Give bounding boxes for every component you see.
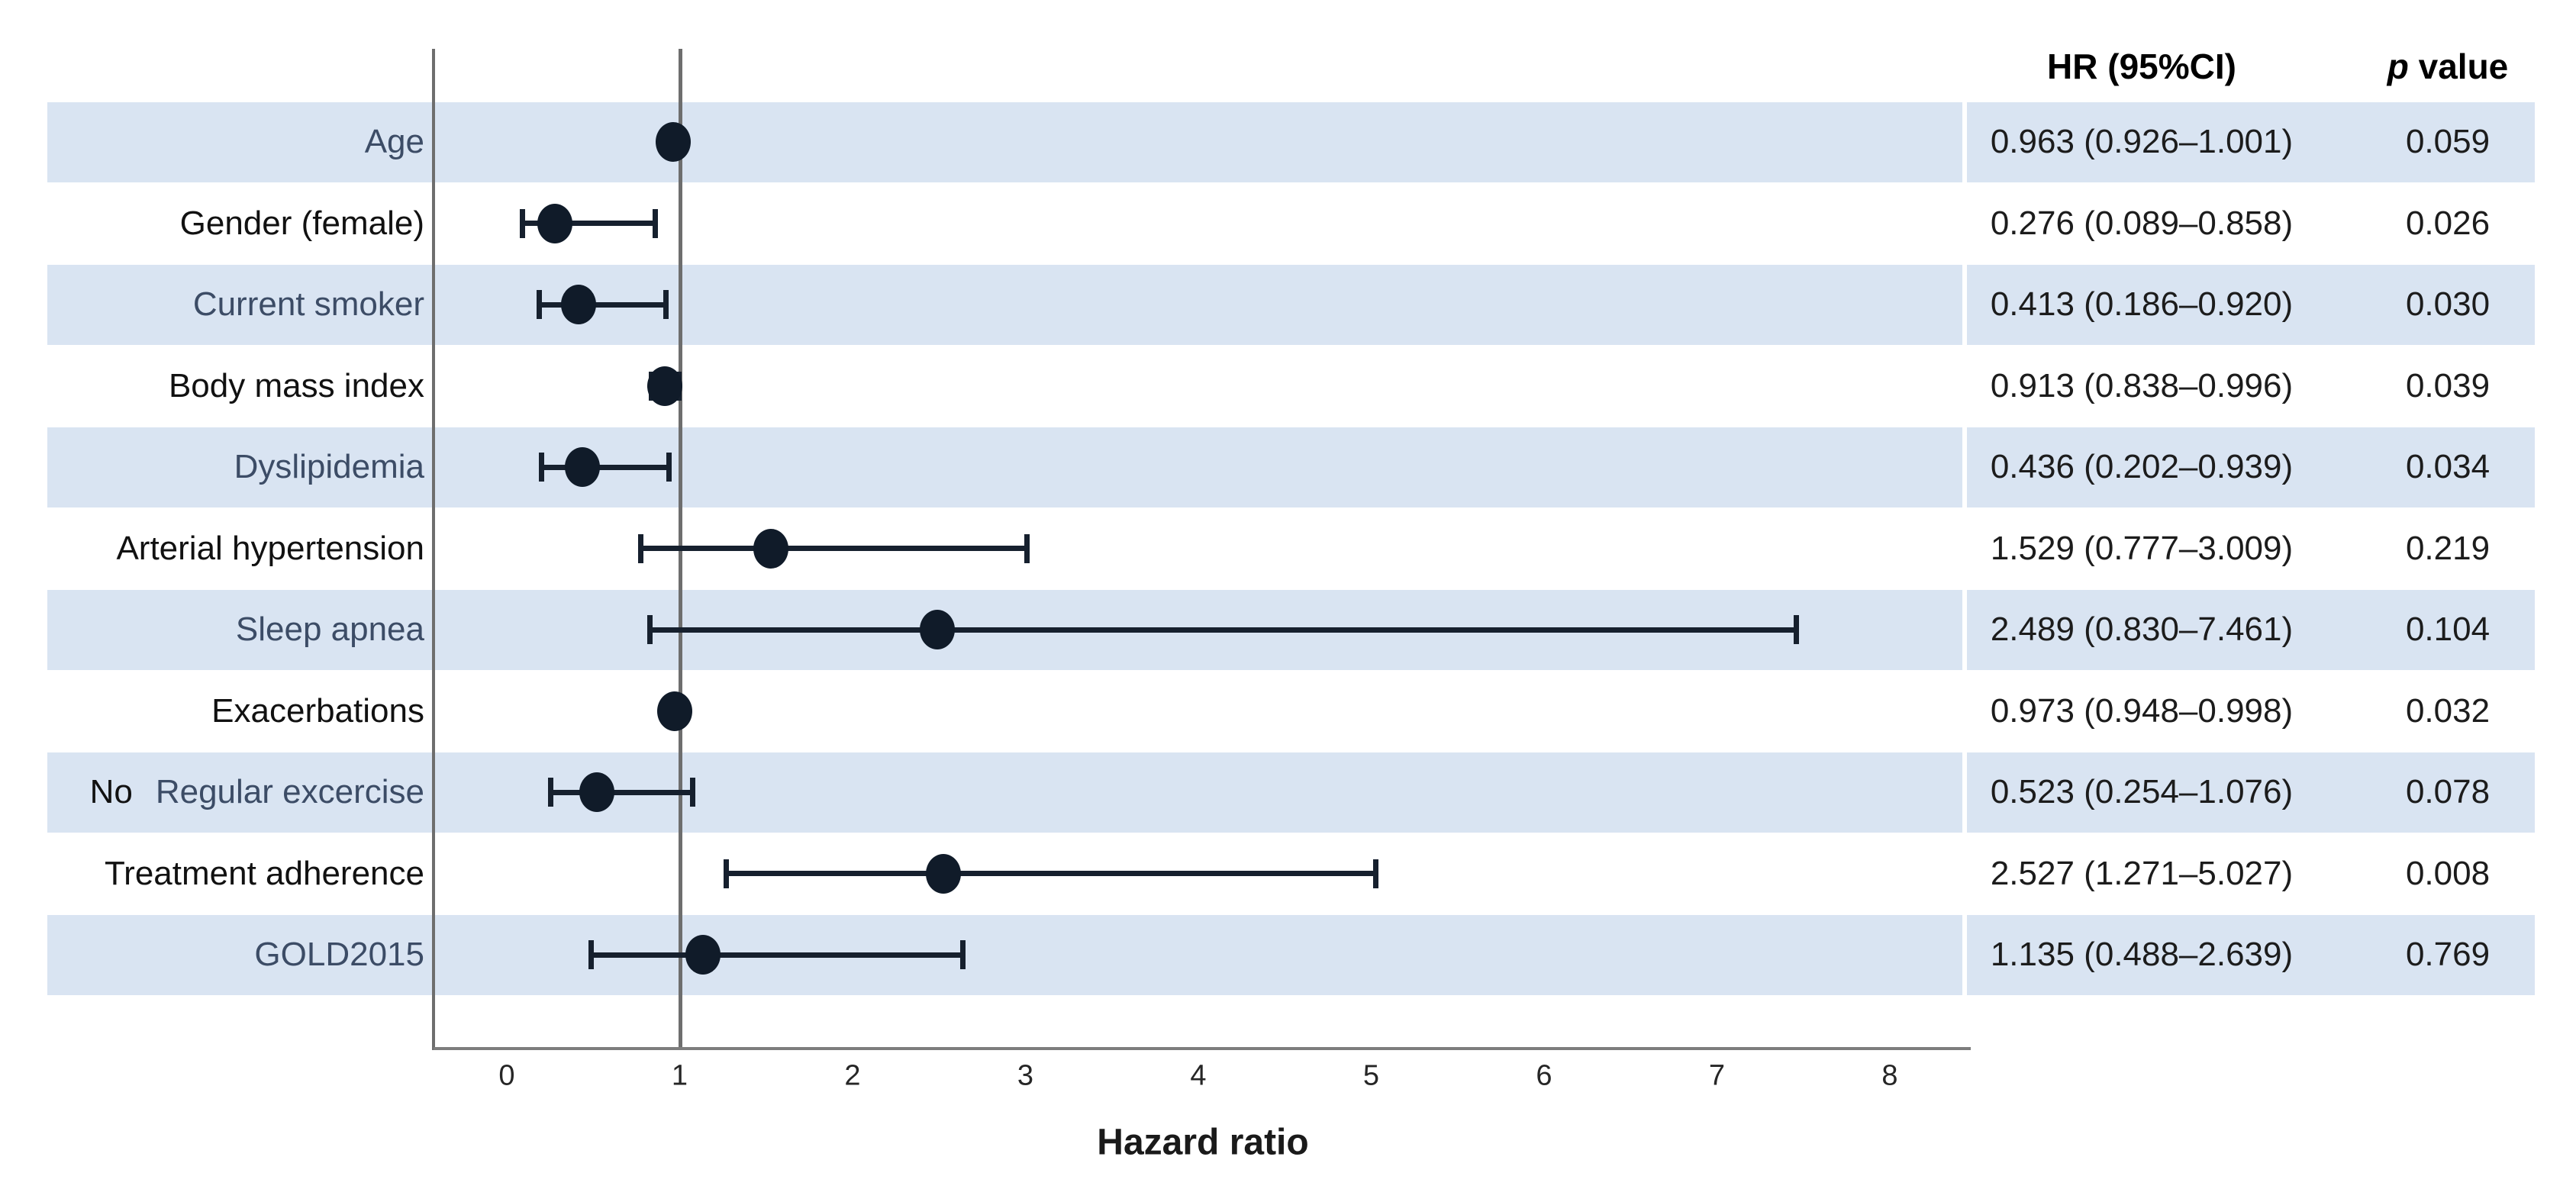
p-value: 0.008 bbox=[2405, 854, 2491, 892]
row-band bbox=[47, 102, 1962, 182]
hr-point-marker bbox=[657, 691, 693, 731]
ci-cap-low bbox=[548, 778, 554, 807]
row-band bbox=[47, 752, 1962, 833]
ci-cap-high bbox=[666, 453, 672, 482]
hr-point-marker bbox=[919, 610, 955, 649]
row-label: No Regular excercise bbox=[89, 773, 424, 810]
row-label: Exacerbations bbox=[211, 691, 424, 730]
x-tick-label: 4 bbox=[1190, 1059, 1207, 1092]
ci-whisker-line bbox=[522, 221, 656, 226]
row-band bbox=[1967, 102, 2535, 182]
row-band bbox=[1967, 427, 2535, 508]
hr-ci-value: 1.135 (0.488–2.639) bbox=[1990, 936, 2294, 973]
ci-cap-high bbox=[1373, 859, 1379, 888]
hr-ci-value: 2.489 (0.830–7.461) bbox=[1990, 611, 2294, 648]
x-tick-label: 5 bbox=[1362, 1059, 1380, 1092]
row-band bbox=[47, 264, 1962, 345]
x-tick-label: 3 bbox=[1017, 1059, 1034, 1092]
p-value: 0.030 bbox=[2405, 285, 2491, 323]
hr-point-marker bbox=[560, 285, 596, 324]
x-axis-line bbox=[434, 1047, 1971, 1050]
p-value: 0.219 bbox=[2405, 529, 2491, 567]
x-tick-label: 7 bbox=[1708, 1059, 1726, 1092]
p-value: 0.078 bbox=[2405, 773, 2491, 810]
ci-cap-low bbox=[724, 859, 730, 888]
ci-whisker-line bbox=[640, 546, 1027, 551]
row-label: Body mass index bbox=[168, 366, 424, 404]
hr-ci-value: 1.529 (0.777–3.009) bbox=[1990, 529, 2294, 567]
row-label: Arterial hypertension bbox=[116, 529, 424, 567]
ci-whisker-line bbox=[726, 871, 1376, 876]
row-band bbox=[1967, 914, 2535, 995]
hr-ci-value: 0.276 (0.089–0.858) bbox=[1990, 204, 2294, 242]
row-label: Dyslipidemia bbox=[234, 448, 424, 485]
x-tick-label: 1 bbox=[671, 1059, 688, 1092]
ci-cap-high bbox=[960, 940, 966, 969]
x-tick-label: 0 bbox=[498, 1059, 515, 1092]
row-label: Treatment adherence bbox=[104, 854, 424, 892]
hr-ci-value: 0.913 (0.838–0.996) bbox=[1990, 366, 2294, 404]
hr-point-marker bbox=[926, 853, 962, 894]
hr-point-marker bbox=[564, 447, 600, 487]
ci-cap-high bbox=[663, 290, 669, 319]
ci-cap-high bbox=[1794, 615, 1800, 644]
ci-whisker-line bbox=[541, 464, 669, 470]
hr-point-marker bbox=[579, 772, 615, 812]
y-axis-line bbox=[432, 49, 435, 1050]
hr-point-marker bbox=[685, 935, 721, 975]
ci-cap-low bbox=[638, 533, 644, 563]
ci-cap-low bbox=[519, 208, 525, 238]
row-label: GOLD2015 bbox=[254, 936, 424, 973]
ci-whisker-line bbox=[591, 952, 963, 958]
row-label: Sleep apnea bbox=[235, 611, 424, 648]
row-label: Gender (female) bbox=[179, 204, 424, 242]
p-value: 0.034 bbox=[2405, 448, 2491, 485]
hr-point-marker bbox=[537, 203, 572, 243]
hr-ci-value: 0.523 (0.254–1.076) bbox=[1990, 773, 2294, 810]
row-band bbox=[1967, 752, 2535, 833]
row-label-prefix: No bbox=[89, 773, 133, 810]
p-value: 0.059 bbox=[2405, 123, 2491, 160]
x-axis-title: Hazard ratio bbox=[1097, 1122, 1309, 1163]
p-header-rest: value bbox=[2408, 47, 2509, 86]
hr-ci-value: 0.963 (0.926–1.001) bbox=[1990, 123, 2294, 160]
p-column-header: p value bbox=[2387, 46, 2509, 87]
ci-whisker-line bbox=[539, 301, 666, 308]
hr-ci-value: 0.413 (0.186–0.920) bbox=[1990, 285, 2294, 323]
hr-point-marker bbox=[753, 528, 789, 569]
p-value: 0.026 bbox=[2405, 204, 2491, 242]
ci-cap-high bbox=[652, 208, 658, 238]
ci-cap-high bbox=[1024, 533, 1030, 563]
row-band bbox=[47, 427, 1962, 508]
row-band bbox=[1967, 589, 2535, 670]
hr-ci-value: 0.973 (0.948–0.998) bbox=[1990, 691, 2294, 730]
hr-ci-value: 0.436 (0.202–0.939) bbox=[1990, 448, 2294, 485]
row-label: Current smoker bbox=[192, 285, 424, 323]
hr-point-marker bbox=[656, 122, 692, 162]
x-tick-label: 8 bbox=[1881, 1059, 1898, 1092]
row-band bbox=[47, 914, 1962, 995]
ci-cap-low bbox=[536, 290, 542, 319]
ci-cap-low bbox=[539, 453, 545, 482]
p-value: 0.032 bbox=[2405, 691, 2491, 730]
p-value: 0.104 bbox=[2405, 611, 2491, 648]
x-tick-label: 6 bbox=[1536, 1059, 1552, 1092]
ci-cap-low bbox=[588, 940, 595, 969]
p-value: 0.039 bbox=[2405, 366, 2491, 404]
p-value: 0.769 bbox=[2405, 936, 2491, 973]
row-label: Age bbox=[364, 123, 424, 160]
hr-column-header: HR (95%CI) bbox=[2047, 47, 2236, 86]
row-band bbox=[1967, 264, 2535, 345]
hr-point-marker bbox=[646, 366, 682, 406]
p-header-italic: p bbox=[2387, 47, 2409, 86]
ci-whisker-line bbox=[550, 789, 693, 795]
ci-whisker-line bbox=[650, 627, 1797, 633]
hr-ci-value: 2.527 (1.271–5.027) bbox=[1990, 854, 2294, 892]
ci-cap-high bbox=[690, 778, 696, 807]
ci-cap-low bbox=[647, 615, 653, 644]
x-tick-label: 2 bbox=[844, 1059, 861, 1092]
